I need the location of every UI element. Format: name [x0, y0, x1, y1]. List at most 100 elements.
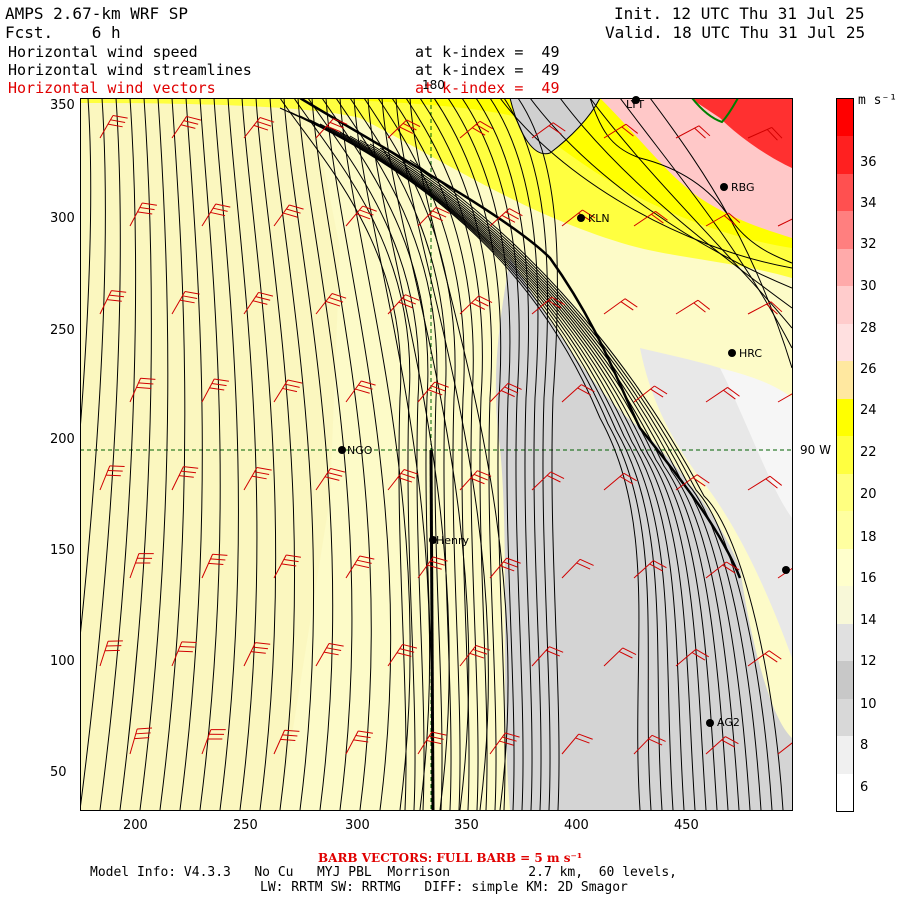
- wind-barb: [243, 291, 274, 315]
- x-tick-label: 350: [454, 818, 479, 833]
- parallel-label: 90 W: [800, 443, 831, 457]
- station-marker-ngo: [338, 446, 346, 454]
- streamline: [389, 151, 762, 810]
- y-tick-label: 100: [50, 654, 75, 669]
- wind-barb: [561, 733, 593, 755]
- streamline: [325, 98, 392, 810]
- streamline: [335, 98, 443, 810]
- colorbar-segment: [837, 586, 853, 625]
- streamline: [139, 98, 169, 810]
- streamline: [269, 98, 315, 810]
- streamline: [433, 98, 506, 810]
- wind-barb: [345, 205, 377, 227]
- wind-barb: [633, 211, 668, 227]
- streamline: [119, 98, 152, 810]
- colorbar-label: 6: [860, 780, 869, 795]
- wind-barb: [459, 295, 493, 315]
- y-tick-label: 350: [50, 98, 75, 113]
- colorbar-label: 10: [860, 697, 877, 712]
- streamline: [297, 98, 353, 810]
- colorbar-segment: [837, 623, 853, 662]
- wind-barb: [243, 117, 275, 139]
- wind-barb: [603, 472, 637, 491]
- station-label-kln: KLN: [588, 212, 610, 225]
- colorbar-segment: [837, 248, 853, 287]
- wind-barb: [315, 642, 344, 667]
- wind-barb: [417, 381, 449, 403]
- streamline: [309, 119, 674, 810]
- colorbar-segment: [837, 736, 853, 775]
- streamline: [447, 98, 515, 810]
- wind-barb: [99, 640, 123, 667]
- streamline: [517, 98, 560, 810]
- station-label-ngo: NGO: [347, 444, 373, 457]
- colorbar-segment: [837, 361, 853, 400]
- colorbar-label: 34: [860, 196, 877, 211]
- wind-barb: [273, 729, 300, 755]
- wind-barb: [777, 388, 792, 403]
- wind-barb: [489, 732, 520, 755]
- station-marker-hrc: [728, 349, 736, 357]
- wind-barb: [201, 553, 228, 579]
- colorbar: [836, 98, 854, 812]
- wind-barb: [171, 466, 199, 491]
- wind-barb: [459, 120, 493, 139]
- wind-barb: [705, 561, 740, 579]
- wind-barb: [243, 466, 272, 491]
- streamline: [159, 98, 186, 810]
- wind-barb: [129, 377, 156, 403]
- streamline: [213, 98, 239, 810]
- speed-region-white: [720, 368, 792, 518]
- streamline: [589, 98, 792, 329]
- streamline: [461, 98, 524, 810]
- wind-barb: [675, 648, 709, 667]
- wind-barb: [315, 467, 346, 491]
- model-title: AMPS 2.67-km WRF SP: [5, 4, 189, 23]
- wind-barb: [705, 212, 741, 227]
- field-level-vectors: at k-index = 49: [415, 79, 560, 97]
- wind-barb: [315, 293, 347, 315]
- model-info-physics: LW: RRTM SW: RRTMG DIFF: simple KM: 2D S…: [260, 880, 628, 895]
- streamline: [409, 159, 784, 810]
- x-tick-label: 450: [674, 818, 699, 833]
- colorbar-segment: [837, 286, 853, 325]
- colorbar-label: 12: [860, 654, 877, 669]
- wind-barb: [129, 553, 154, 579]
- colorbar-segment: [837, 436, 853, 475]
- colorbar-label: 8: [860, 738, 869, 753]
- wind-barb: [387, 294, 420, 315]
- wind-map-panel: [80, 98, 792, 810]
- wind-barbs-group: [99, 114, 792, 755]
- x-tick-label: 250: [233, 818, 258, 833]
- colorbar-label: 18: [860, 530, 877, 545]
- colorbar-segment: [837, 548, 853, 587]
- streamline: [503, 98, 551, 810]
- wind-barb: [417, 731, 447, 755]
- streamline: [255, 98, 296, 810]
- wind-barb: [675, 474, 710, 491]
- wind-barb: [129, 727, 153, 755]
- wind-barb: [747, 126, 783, 141]
- colorbar-label: 26: [860, 362, 877, 377]
- streamline: [363, 98, 461, 810]
- streamline: [80, 98, 121, 810]
- streamline: [299, 98, 742, 579]
- colorbar-segment: [837, 661, 853, 700]
- y-tick-label: 50: [50, 765, 67, 780]
- colorbar-label: 16: [860, 571, 877, 586]
- streamline: [307, 98, 425, 810]
- wind-barb: [531, 471, 565, 491]
- streamline: [419, 98, 497, 810]
- streamline: [489, 98, 542, 810]
- colorbar-segment: [837, 398, 853, 437]
- colorbar-segment: [837, 99, 853, 137]
- colorbar-label: 22: [860, 445, 877, 460]
- streamline: [319, 123, 685, 810]
- colorbar-segment: [837, 511, 853, 550]
- streamline: [429, 449, 435, 810]
- wind-barb: [561, 384, 595, 403]
- model-info: Model Info: V4.3.3 No Cu MYJ PBL Morriso…: [90, 865, 677, 880]
- colorbar-label: 14: [860, 613, 877, 628]
- colorbar-segment: [837, 698, 853, 737]
- wind-barb: [345, 555, 375, 579]
